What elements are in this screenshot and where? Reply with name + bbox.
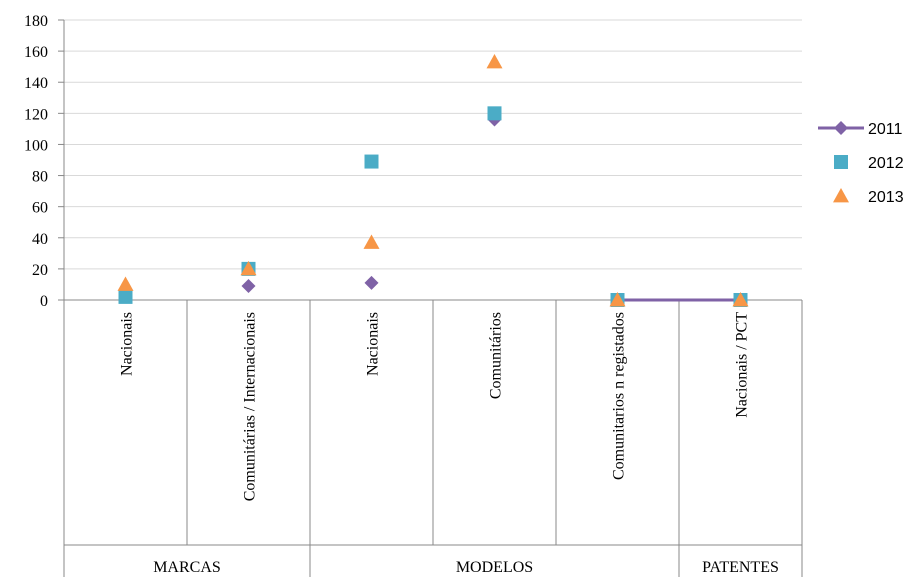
legend-marker xyxy=(834,121,848,135)
data-point xyxy=(118,289,133,304)
y-tick-label: 180 xyxy=(24,13,48,30)
data-point xyxy=(364,275,379,290)
x-axis-category-labels: Nacionais Comunitárias / Internacionais Na… xyxy=(119,312,751,502)
data-point xyxy=(732,292,749,307)
y-axis-tick-labels: 0 20 40 60 80 100 120 140 160 180 xyxy=(24,13,48,310)
legend-marker xyxy=(834,155,848,169)
data-point xyxy=(487,106,502,121)
y-tick-label: 160 xyxy=(24,44,48,61)
y-tick-label: 20 xyxy=(32,262,48,279)
group-label: PATENTES xyxy=(702,559,779,576)
y-tick-label: 40 xyxy=(32,231,48,248)
data-point xyxy=(240,260,257,276)
data-point xyxy=(363,234,380,249)
y-tick-label: 140 xyxy=(24,75,48,92)
group-label: MARCAS xyxy=(153,559,221,576)
legend-item: 2011 xyxy=(818,121,903,138)
y-tick-label: 60 xyxy=(32,200,48,217)
legend-item: 2012 xyxy=(834,155,904,172)
category-label: Comunitarios n registados xyxy=(611,312,628,480)
category-label: Comunitários xyxy=(488,312,505,399)
series-markers xyxy=(117,54,749,307)
data-point xyxy=(609,292,626,307)
y-tick-label: 120 xyxy=(24,106,48,123)
data-point xyxy=(241,279,256,293)
data-point xyxy=(117,276,134,291)
category-label: Nacionais xyxy=(365,312,382,376)
legend-marker xyxy=(833,188,849,203)
legend-label: 2011 xyxy=(868,121,903,138)
y-tick-label: 80 xyxy=(32,169,48,186)
category-label: Nacionais / PCT xyxy=(734,312,751,418)
group-label: MODELOS xyxy=(456,559,533,576)
legend-item: 2013 xyxy=(833,188,904,206)
series-2011 xyxy=(241,112,748,307)
series-2013 xyxy=(117,54,749,307)
data-point xyxy=(364,154,379,169)
gridlines xyxy=(64,19,802,270)
y-tick-label: 100 xyxy=(24,137,48,154)
x-axis-group-labels: MARCAS MODELOS PATENTES xyxy=(153,559,779,576)
y-tick-label: 0 xyxy=(40,293,48,310)
axes xyxy=(58,19,803,577)
legend-label: 2013 xyxy=(868,189,904,206)
category-label: Nacionais xyxy=(119,312,136,376)
data-point xyxy=(486,54,503,69)
legend-label: 2012 xyxy=(868,155,904,172)
category-label: Comunitárias / Internacionais xyxy=(242,312,259,501)
legend: 2011 2012 2013 xyxy=(818,121,904,206)
